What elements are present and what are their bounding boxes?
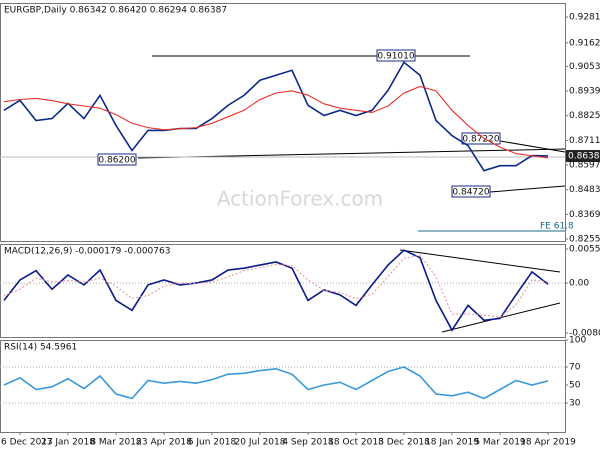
x-tick-label: 18 Apr 2019 [520, 438, 576, 448]
x-tick-label: 6 Dec 2017 [1, 438, 53, 448]
x-tick-label: 20 Jul 2018 [235, 438, 286, 448]
x-tick-label: 6 Jun 2018 [188, 438, 237, 448]
y-tick-label: 0.00 [569, 279, 589, 289]
series-line [3, 85, 549, 159]
macd-title: MACD(12,26,9) -0.000179 -0.000763 [4, 247, 170, 257]
y-tick-label: 50 [569, 381, 581, 391]
series-line [3, 61, 549, 172]
series-line [3, 366, 549, 400]
macd-upper [399, 249, 561, 273]
y-tick-label: 30 [569, 399, 581, 409]
y-tick-label: -0.00805 [569, 328, 600, 338]
x-tick-label: 8 Mar 2018 [90, 438, 142, 448]
price-panel [0, 3, 566, 242]
rsi-title: RSI(14) 54.5961 [4, 343, 77, 353]
watermark: ActionForex.com [217, 187, 383, 211]
wedge-lower [489, 185, 566, 193]
x-tick-label: 18 Jan 2019 [425, 438, 479, 448]
annotation: 0.86200 [98, 156, 135, 166]
x-tick-label: 3 Dec 2018 [378, 438, 430, 448]
x-tick-label: 23 Jan 2018 [41, 438, 95, 448]
annotation-box [376, 49, 416, 62]
annotation-box [97, 153, 137, 166]
series-line [3, 254, 549, 318]
annotation: 0.84720 [452, 188, 489, 198]
y-tick-label: 100 [569, 336, 586, 346]
annotation: 0.87220 [462, 135, 499, 145]
chart-title: EURGBP,Daily 0.86342 0.86420 0.86294 0.8… [4, 6, 227, 16]
macd-panel [0, 244, 566, 338]
annotation: 0.91010 [377, 52, 414, 62]
y-tick-label: 0.005504 [569, 244, 600, 254]
x-tick-label: 5 Mar 2019 [474, 438, 526, 448]
price-tag-label: 0.86387 [568, 152, 600, 162]
series-line [3, 249, 549, 332]
annotation-box [461, 132, 501, 145]
x-tick-label: 23 Apr 2018 [136, 438, 192, 448]
rsi-panel [0, 340, 566, 433]
x-tick-label: 4 Sep 2018 [282, 438, 334, 448]
annotation-box [451, 185, 491, 198]
annotation: FE 61.8 [540, 222, 574, 232]
y-tick-label: 70 [569, 363, 581, 373]
y-tick-label: 0.8939 [569, 87, 600, 97]
price-tag [566, 150, 600, 163]
x-tick-label: 18 Oct 2018 [328, 438, 384, 448]
